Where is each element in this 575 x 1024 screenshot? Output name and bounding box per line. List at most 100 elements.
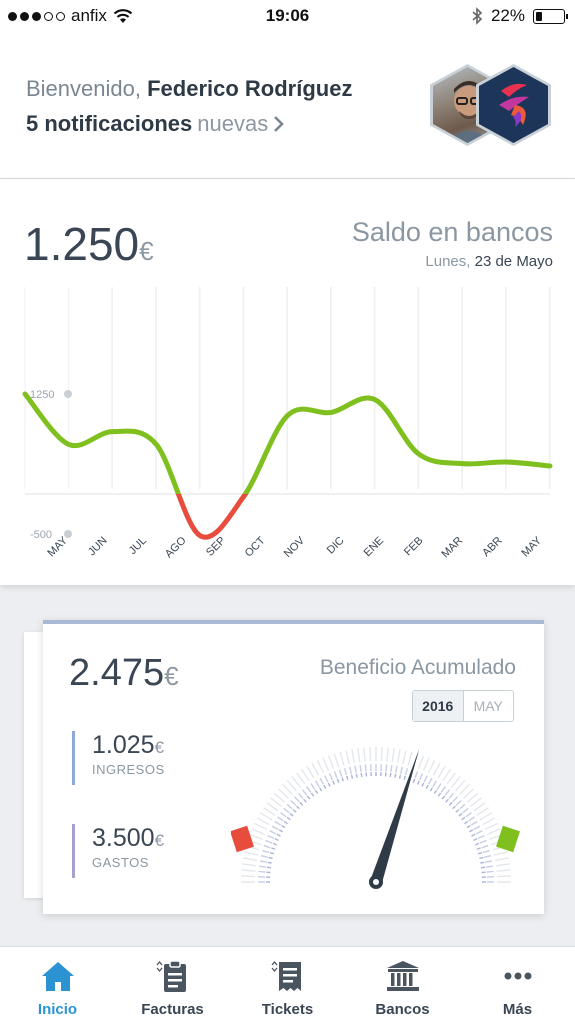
gauge-tick [283,820,288,825]
gauge-tick [445,798,449,803]
gauge-tick [360,772,363,778]
bank-icon [386,961,419,991]
home-icon [41,962,74,991]
gauge-tick [485,865,494,868]
gauge-tick [357,748,361,763]
gauge-tick [327,782,331,787]
gauge-tick [355,773,358,778]
gauge-tick [464,820,469,825]
tab-mas[interactable]: Más [460,947,575,1024]
gauge-tick [485,860,493,863]
chart-y-tick-label: -500 [30,529,52,541]
gauge-tick [291,776,302,788]
gauge-tick [423,775,428,783]
gauge-tick [265,839,273,844]
period-year-option[interactable]: 2016 [413,691,464,721]
gauge-tick [473,825,481,831]
battery-percent: 22% [490,6,525,25]
gauge-tick [455,809,460,813]
gauge-tick [241,875,256,878]
gauge-tick [433,789,438,794]
tab-inicio[interactable]: Inicio [0,947,115,1024]
gauge-tick [484,855,492,858]
gauge-tick [333,753,340,768]
gauge-tick [271,825,279,831]
profit-currency: € [164,661,179,691]
gauge-tick [465,812,472,818]
gauge-tick [258,870,266,873]
tab-label: Tickets [261,1001,314,1018]
bluetooth-icon [472,7,483,25]
tab-label: Facturas [141,1001,204,1018]
gauge-tick [242,863,257,867]
gauge-tick [274,838,279,841]
gauge-tick [486,828,501,836]
chart-x-tick-label: DIC [325,535,347,557]
period-toggle[interactable]: 2016 MAY [412,690,514,722]
gauge-tick [448,802,453,806]
gauge-tick [422,757,430,772]
gauge-tick [450,776,461,788]
status-bar: anfix 19:06 22% [0,0,575,34]
gauge-tick [432,780,438,788]
gauge-tick [480,861,485,864]
profit-card[interactable]: 2.475€ Beneficio Acumulado 2016 MAY 1.02… [43,620,544,914]
bank-balance-card[interactable]: 1.250€ Saldo en bancos Lunes, 23 de Mayo… [0,179,575,585]
gauge-tick [404,768,409,776]
notification-suffix: nuevas [197,111,269,136]
gauge-needle [370,748,420,884]
gauge-tick [407,751,413,766]
gauge-tick [432,762,441,776]
expenses-metric: 3.500€ GASTOS [72,824,164,878]
gauge-tick [277,816,284,822]
gauge-tick [400,766,403,774]
gauge-tick [455,799,462,806]
gauge-tick [466,824,471,829]
gauge-tick [398,774,402,779]
gauge-tick [455,779,466,792]
gauge-tick [471,833,476,837]
gauge-tick [327,755,335,769]
gauge-tick [473,802,486,812]
gauge-tick [296,772,306,785]
user-name: Federico Rodríguez [147,76,353,101]
gauge-tick [338,769,343,777]
notifications-link[interactable]: 5 notificaciones nuevas [26,111,285,137]
gauge-tick [316,760,325,774]
expenses-amount: 3.500€ [92,824,164,853]
gauge-tick [260,855,268,858]
notification-count: 5 notificaciones [26,111,193,136]
gauge-tick [306,786,312,793]
gauge-tick [310,792,315,797]
gauge-tick [282,783,293,796]
gauge-tick [425,784,429,789]
gauge-tick [476,847,481,850]
period-month-option[interactable]: MAY [473,698,503,714]
tab-facturas[interactable]: Facturas [115,947,230,1024]
gauge-tick [364,764,367,772]
gauge-tick [351,749,356,764]
tab-label: Inicio [37,1001,78,1018]
gauge-tick [427,777,433,785]
more-icon [504,972,531,980]
gauge-tick [323,784,327,789]
company-logo[interactable] [476,64,551,146]
profit-gauge [231,747,520,889]
tab-bancos[interactable]: Bancos [345,947,460,1024]
gauge-tick [271,847,276,850]
income-currency: € [154,738,165,757]
tab-tickets[interactable]: Tickets [230,947,345,1024]
chart-x-tick-label: ABR [480,535,505,560]
gauge-tick [414,771,419,779]
gauge-tick [354,765,357,773]
ticket-icon [271,960,301,991]
chart-x-tick-label: JUL [127,535,149,557]
gauge-tick [389,772,392,778]
gauge-tick [278,829,283,833]
battery-icon [533,8,568,24]
expenses-value: 3.500 [92,824,155,852]
gauge-tick [452,805,456,810]
clock: 19:06 [265,6,310,25]
gauge-tick [299,802,304,806]
